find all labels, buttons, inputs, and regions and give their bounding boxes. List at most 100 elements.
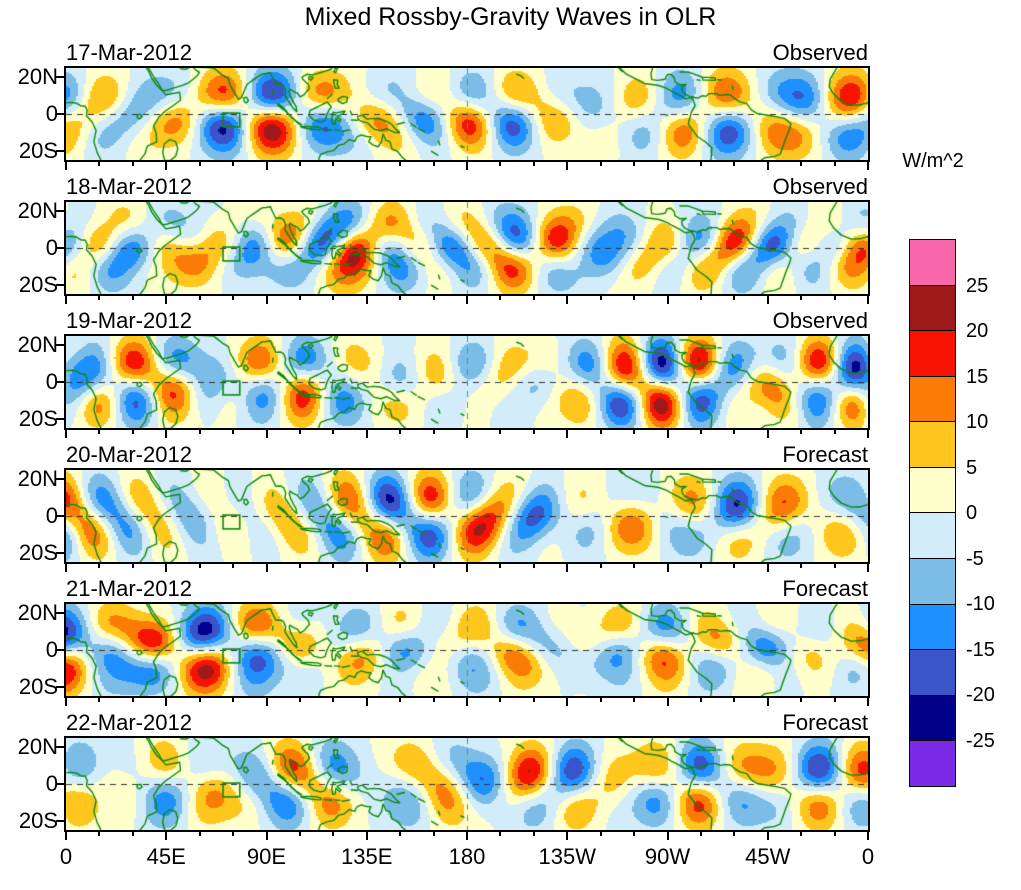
map-panel-5 (64, 602, 870, 698)
lon-tick (532, 564, 535, 568)
lat-tick (56, 685, 64, 688)
lon-tick (566, 698, 569, 706)
lat-tick-label: 0 (45, 369, 58, 394)
lon-tick (499, 832, 502, 836)
lon-tick (800, 564, 803, 568)
lat-tick (56, 515, 64, 517)
panel-date-label: 18-Mar-2012 (66, 174, 192, 199)
lon-tick (599, 832, 602, 836)
lon-tick (599, 430, 602, 434)
lon-tick (198, 430, 201, 434)
colorbar-tick-label: 20 (966, 320, 989, 342)
lon-tick (633, 564, 636, 568)
lat-tick-label: 0 (45, 235, 58, 260)
lon-tick (131, 564, 134, 568)
panel-date-label: 20-Mar-2012 (66, 442, 192, 467)
lon-tick (867, 162, 869, 170)
lat-tick (56, 113, 64, 115)
lat-tick (56, 247, 64, 249)
lon-tick (699, 296, 702, 300)
lon-tick (198, 698, 201, 702)
lon-tick (666, 296, 669, 304)
lon-tick (733, 832, 736, 836)
lon-tick (633, 698, 636, 702)
lon-tick (65, 832, 67, 840)
map-canvas (66, 604, 868, 696)
lon-tick (432, 296, 435, 300)
lon-tick (298, 564, 301, 568)
map-canvas (66, 68, 868, 160)
lon-tick (365, 430, 368, 438)
lat-tick-label: 20S (18, 539, 58, 565)
lon-tick-label: 90E (246, 844, 287, 869)
colorbar-segment (910, 376, 955, 423)
lat-tick (56, 381, 64, 383)
lon-tick-label: 45E (146, 844, 186, 869)
lon-tick (867, 296, 869, 304)
lon-tick (98, 430, 101, 434)
lon-tick (800, 430, 803, 434)
lat-tick-label: 0 (45, 101, 58, 126)
lon-tick (332, 296, 335, 300)
lon-tick (98, 564, 101, 568)
lon-tick-label: 135E (341, 844, 393, 869)
lat-tick (56, 149, 64, 152)
lon-tick (131, 832, 134, 836)
lon-tick (766, 162, 769, 170)
lon-tick (699, 698, 702, 702)
panel-status-label: Observed (772, 308, 868, 333)
lon-tick (466, 296, 468, 304)
lon-tick (800, 832, 803, 836)
lon-tick (232, 296, 235, 300)
panel-status-label: Observed (772, 40, 868, 65)
lon-tick (165, 296, 168, 304)
lon-tick-label: 135W (538, 844, 596, 869)
lon-tick (699, 564, 702, 568)
lon-tick (766, 832, 769, 840)
lon-tick (599, 564, 602, 568)
lon-tick (633, 162, 636, 166)
lon-tick (499, 430, 502, 434)
lon-tick-label: 0 (59, 844, 73, 869)
lon-tick (466, 832, 468, 840)
lon-tick (566, 430, 569, 438)
colorbar-tick-label: -10 (966, 593, 995, 615)
lon-tick (733, 698, 736, 702)
lon-tick (298, 296, 301, 300)
lon-tick (432, 564, 435, 568)
colorbar-tick-label: 5 (966, 456, 978, 479)
map-panel-6 (64, 736, 870, 832)
colorbar-segment (910, 695, 955, 742)
lon-tick (232, 832, 235, 836)
lon-tick (265, 698, 268, 706)
lon-tick (365, 162, 368, 170)
panel-status-label: Forecast (782, 576, 868, 601)
lon-tick (833, 564, 836, 568)
lon-tick (466, 430, 468, 438)
lon-tick (666, 430, 669, 438)
lat-tick-label: 20S (18, 673, 58, 699)
lon-tick (365, 296, 368, 304)
lon-tick (232, 162, 235, 166)
lon-tick (833, 296, 836, 300)
lon-tick (532, 698, 535, 702)
panel-date-label: 22-Mar-2012 (66, 710, 192, 735)
lon-tick (98, 832, 101, 836)
lon-tick (198, 832, 201, 836)
panel-status-label: Forecast (782, 710, 868, 735)
colorbar-segment (910, 559, 955, 605)
lat-tick-label: 20N (17, 466, 58, 492)
map-canvas (66, 202, 868, 294)
lon-tick (499, 698, 502, 702)
colorbar-tick-label: 15 (966, 365, 989, 388)
colorbar-tick-label: -5 (966, 547, 984, 570)
lon-tick (131, 698, 134, 702)
lon-tick (232, 564, 235, 568)
lon-tick (800, 698, 803, 702)
lon-tick (265, 162, 268, 170)
lon-tick (298, 430, 301, 434)
lon-tick (733, 564, 736, 568)
panel-status-label: Observed (772, 174, 868, 199)
colorbar-segment (910, 331, 955, 377)
lon-tick (198, 296, 201, 300)
